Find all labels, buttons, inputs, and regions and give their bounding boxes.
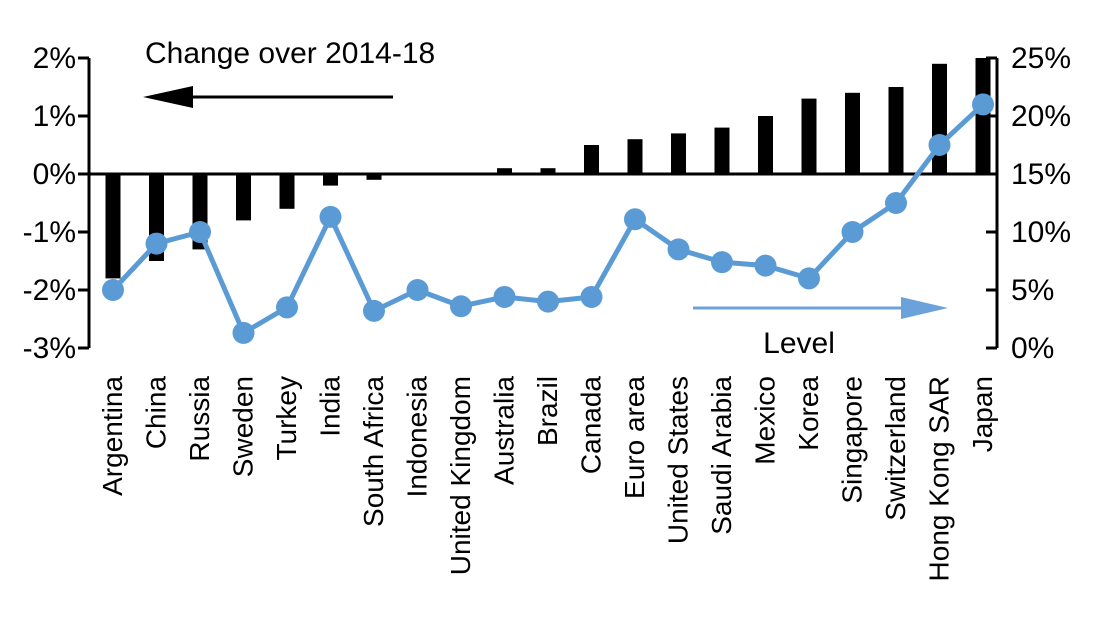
bar-euro-area bbox=[627, 139, 643, 174]
level-marker-india bbox=[319, 205, 342, 228]
category-label-united-states: United States bbox=[663, 376, 694, 544]
category-label-argentina: Argentina bbox=[97, 376, 128, 496]
bar-united-states bbox=[671, 133, 686, 174]
level-marker-south-africa bbox=[363, 299, 385, 322]
category-label-euro-area: Euro area bbox=[619, 376, 650, 499]
category-label-india: India bbox=[315, 376, 346, 437]
level-marker-singapore bbox=[841, 221, 864, 243]
bar-switzerland bbox=[888, 87, 904, 174]
bar-sweden bbox=[236, 174, 251, 221]
bar-japan bbox=[975, 58, 991, 174]
level-marker-turkey bbox=[276, 296, 298, 319]
level-marker-mexico bbox=[754, 254, 777, 277]
level-marker-sweden bbox=[232, 321, 255, 344]
category-label-saudi-arabia: Saudi Arabia bbox=[706, 376, 737, 535]
category-label-sweden: Sweden bbox=[228, 376, 259, 477]
right-axis-tick-label: 15% bbox=[1011, 158, 1071, 191]
category-label-turkey: Turkey bbox=[271, 376, 302, 461]
level-marker-united-kingdom bbox=[450, 295, 472, 318]
category-label-singapore: Singapore bbox=[837, 376, 868, 504]
category-label-hong-kong-sar: Hong Kong SAR bbox=[924, 376, 955, 581]
category-label-australia: Australia bbox=[489, 376, 520, 485]
left-axis-tick-label: -3% bbox=[23, 332, 76, 365]
right-axis-tick-label: 5% bbox=[1011, 274, 1054, 307]
bar-saudi-arabia bbox=[714, 127, 730, 174]
level-marker-korea bbox=[798, 267, 820, 290]
level-marker-switzerland bbox=[885, 192, 907, 214]
bar-south-africa bbox=[366, 174, 382, 180]
category-label-russia: Russia bbox=[184, 376, 215, 462]
bar-turkey bbox=[279, 174, 295, 209]
left-arrow-head-icon bbox=[143, 86, 193, 108]
level-marker-china bbox=[145, 232, 168, 255]
left-axis-tick-label: -2% bbox=[23, 274, 76, 307]
category-label-indonesia: Indonesia bbox=[402, 376, 433, 498]
level-marker-japan bbox=[972, 93, 994, 116]
level-marker-canada bbox=[580, 285, 603, 308]
category-label-brazil: Brazil bbox=[532, 376, 563, 446]
category-label-mexico: Mexico bbox=[750, 376, 781, 465]
category-label-japan: Japan bbox=[967, 376, 998, 452]
bar-canada bbox=[584, 145, 599, 174]
left-axis-tick-label: 2% bbox=[33, 42, 76, 75]
bar-india bbox=[323, 174, 338, 186]
right-axis-tick-label: 10% bbox=[1011, 216, 1071, 249]
level-marker-russia bbox=[189, 221, 211, 243]
level-marker-brazil bbox=[537, 290, 559, 313]
category-label-south-africa: South Africa bbox=[358, 376, 389, 527]
bar-brazil bbox=[540, 168, 556, 174]
level-marker-argentina bbox=[102, 279, 124, 301]
level-marker-saudi-arabia bbox=[711, 251, 733, 274]
category-label-canada: Canada bbox=[576, 376, 607, 475]
bar-mexico bbox=[758, 116, 773, 174]
bar-korea bbox=[801, 98, 817, 174]
left-axis-tick-label: 0% bbox=[33, 158, 76, 191]
bar-argentina bbox=[105, 174, 121, 279]
line-series-label: Level bbox=[763, 327, 835, 360]
level-marker-united-states bbox=[667, 238, 690, 261]
category-label-switzerland: Switzerland bbox=[880, 376, 911, 521]
left-axis-tick-label: -1% bbox=[23, 216, 76, 249]
bar-australia bbox=[497, 168, 512, 174]
category-label-united-kingdom: United Kingdom bbox=[445, 376, 476, 575]
right-arrow-head-icon bbox=[901, 297, 948, 319]
category-label-china: China bbox=[141, 376, 172, 450]
level-marker-euro-area bbox=[624, 208, 646, 231]
bar-singapore bbox=[845, 92, 860, 174]
level-marker-australia bbox=[493, 285, 516, 308]
right-axis-tick-label: 25% bbox=[1011, 42, 1071, 75]
bar-series-label: Change over 2014-18 bbox=[145, 37, 435, 70]
category-label-korea: Korea bbox=[793, 376, 824, 451]
level-marker-hong-kong-sar bbox=[928, 134, 951, 156]
right-axis-tick-label: 0% bbox=[1011, 332, 1054, 365]
right-axis-tick-label: 20% bbox=[1011, 100, 1071, 133]
level-marker-indonesia bbox=[406, 279, 429, 301]
bar-hong-kong-sar bbox=[932, 63, 947, 174]
left-axis-tick-label: 1% bbox=[33, 100, 76, 133]
